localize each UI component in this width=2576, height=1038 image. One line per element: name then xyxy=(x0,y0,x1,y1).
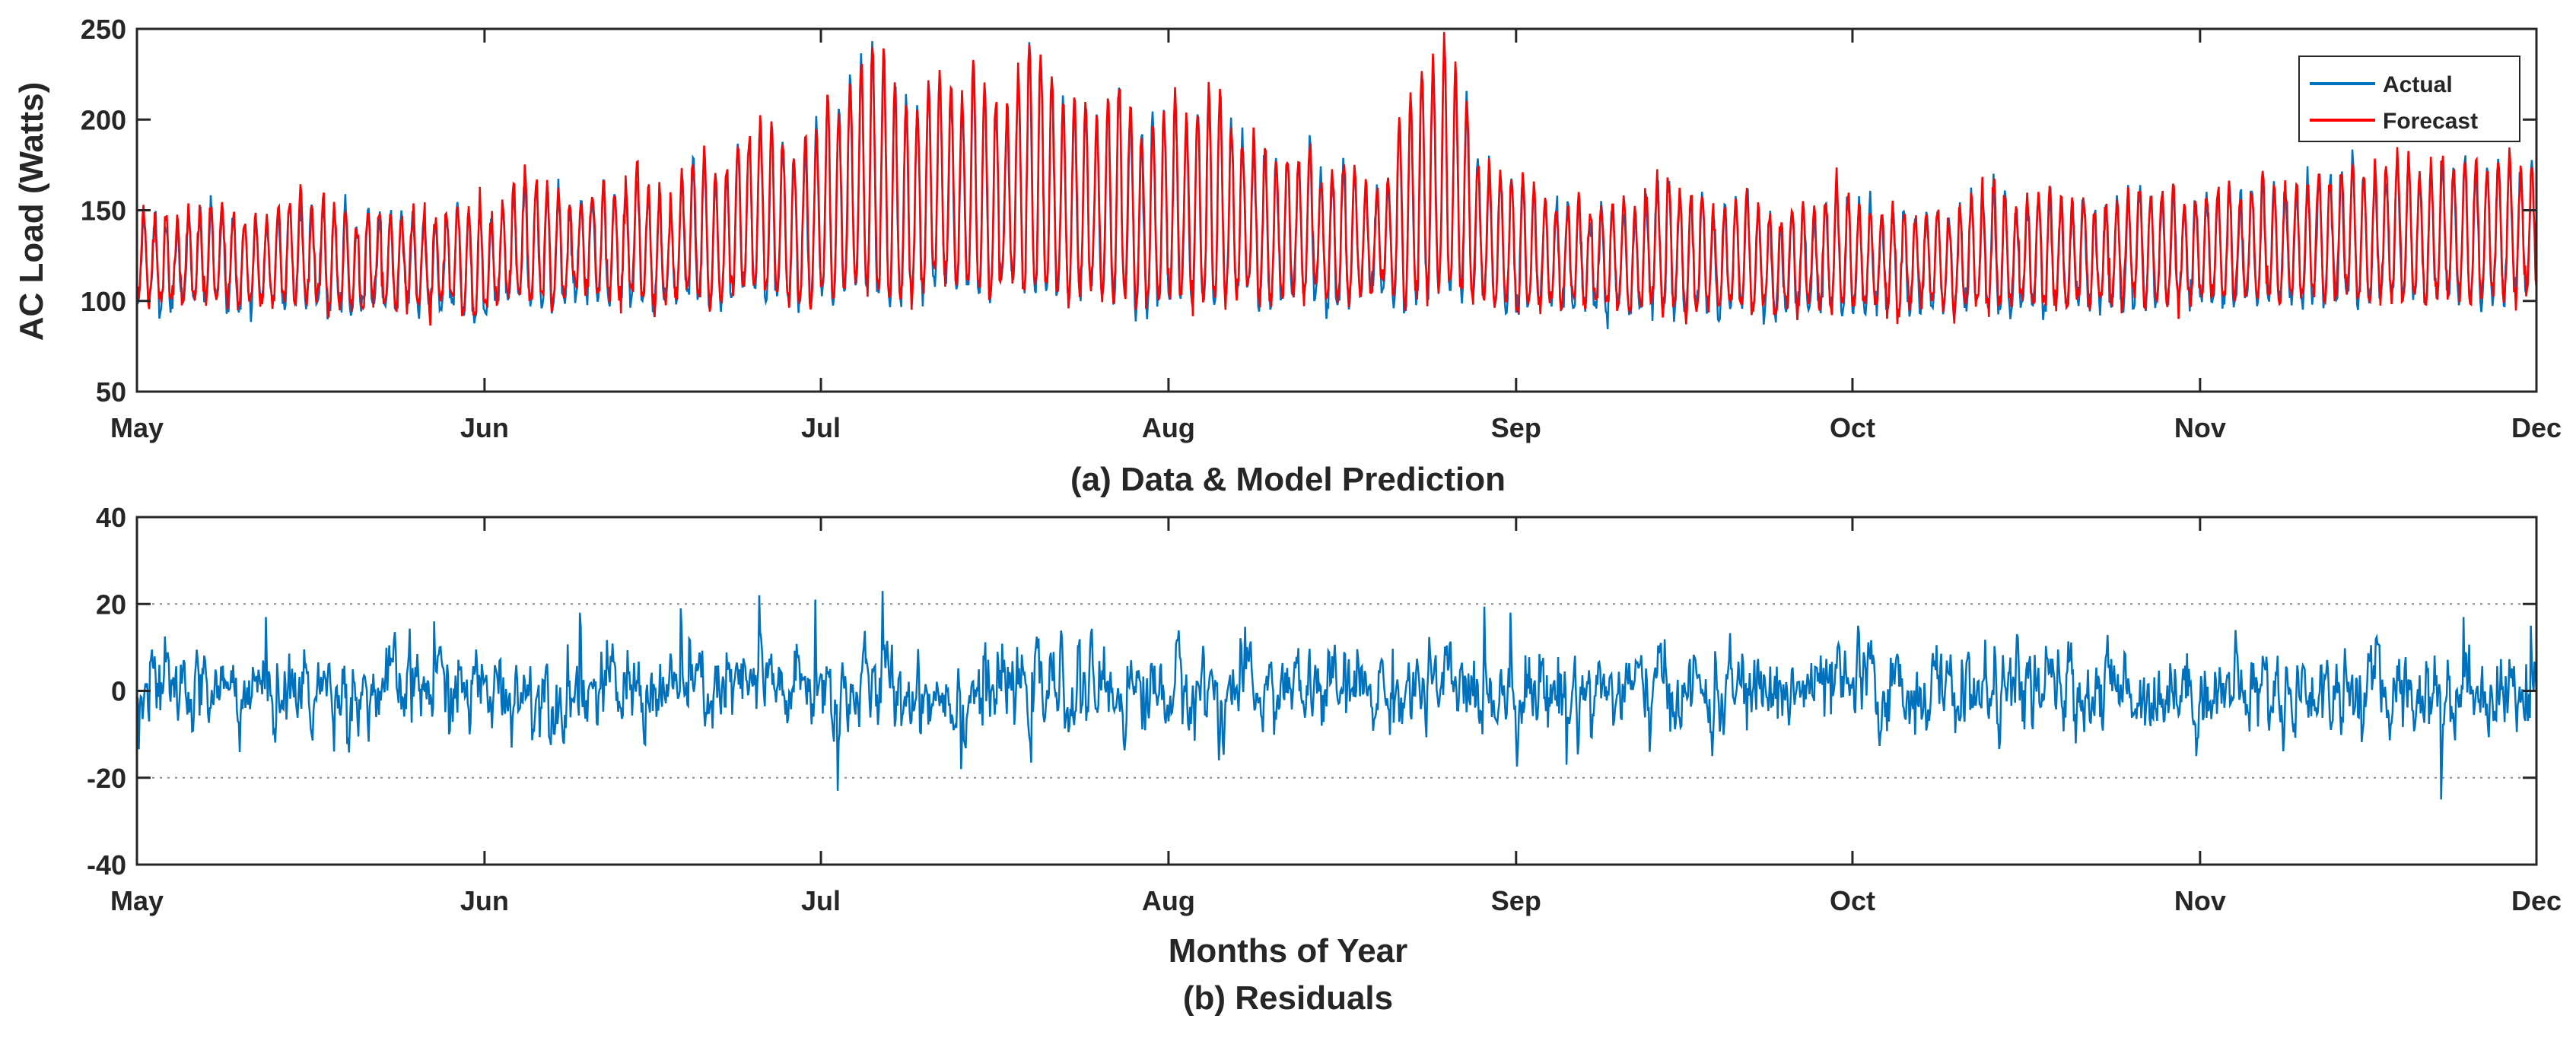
top-panel: 50 100 150 200 250 May Jun Jul Aug Sep Oct Nov Dec A… xyxy=(13,14,2562,498)
ytick-label: -40 xyxy=(87,849,126,881)
xtick-label: Jul xyxy=(801,412,841,443)
xtick-label: Nov xyxy=(2174,885,2226,916)
xtick-label: Aug xyxy=(1142,885,1195,916)
xtick-label: May xyxy=(110,885,164,916)
ytick-label: 150 xyxy=(81,195,126,227)
legend: Actual Forecast xyxy=(2298,56,2520,142)
top-series-group xyxy=(135,32,2538,329)
ytick-label: 100 xyxy=(81,286,126,317)
ytick-label: 250 xyxy=(81,14,126,45)
xtick-label: Jun xyxy=(460,885,509,916)
series-line-residuals xyxy=(135,591,2538,800)
legend-box xyxy=(2298,56,2520,142)
xtick-label: Sep xyxy=(1491,885,1541,916)
xtick-label: Aug xyxy=(1142,412,1195,443)
series-line-forecast xyxy=(136,32,2538,326)
bottom-series-group xyxy=(135,591,2538,800)
ytick-label: 50 xyxy=(96,376,126,408)
xtick-label: Dec xyxy=(2511,412,2562,443)
ytick-label: 40 xyxy=(96,502,126,533)
xtick-label: Jun xyxy=(460,412,509,443)
ytick-label: 200 xyxy=(81,104,126,135)
xtick-label: Jul xyxy=(801,885,841,916)
bottom-panel: -40 -20 0 20 40 May Jun Jul Aug Sep Oct Nov Dec Mont… xyxy=(87,502,2562,1017)
xtick-label: Sep xyxy=(1491,412,1541,443)
legend-forecast-label: Forecast xyxy=(2383,109,2478,134)
ytick-label: 0 xyxy=(111,676,126,707)
xtick-label: Oct xyxy=(1830,412,1875,443)
ytick-label: 20 xyxy=(96,589,126,620)
ytick-label: -20 xyxy=(87,763,126,794)
xtick-label: Oct xyxy=(1830,885,1875,916)
xtick-label: Nov xyxy=(2174,412,2226,443)
bottom-ticks: -40 -20 0 20 40 May Jun Jul Aug Sep Oct Nov Dec xyxy=(87,502,2562,916)
top-ylabel: AC Load (Watts) xyxy=(13,82,50,341)
legend-actual-label: Actual xyxy=(2383,72,2453,97)
top-caption: (a) Data & Model Prediction xyxy=(1070,461,1506,498)
xtick-label: Dec xyxy=(2511,885,2562,916)
top-ticks: 50 100 150 200 250 May Jun Jul Aug Sep Oct Nov Dec xyxy=(81,14,2562,443)
bottom-caption: (b) Residuals xyxy=(1183,979,1393,1017)
bottom-xlabel: Months of Year xyxy=(1169,932,1408,970)
xtick-label: May xyxy=(110,412,164,443)
